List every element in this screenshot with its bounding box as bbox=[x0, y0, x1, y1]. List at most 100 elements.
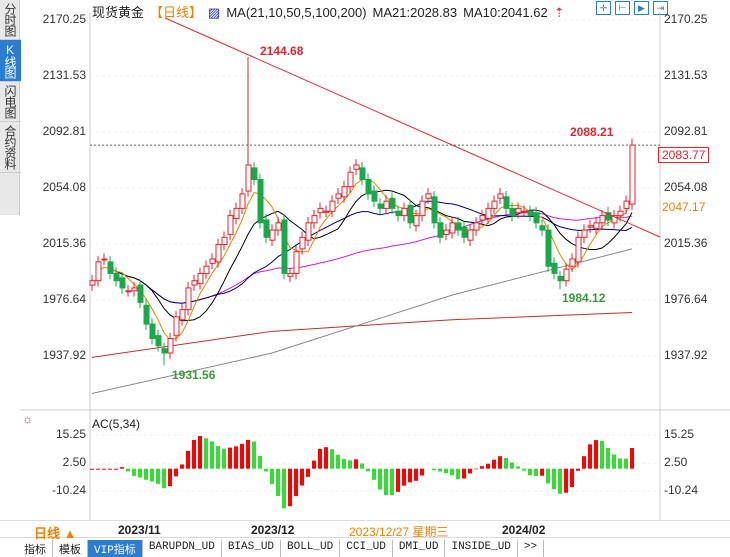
low1-annotation: 1931.56 bbox=[172, 368, 216, 382]
ac-bar bbox=[468, 468, 472, 474]
low2-annotation: 1984.12 bbox=[562, 291, 606, 305]
ac-bar bbox=[210, 441, 214, 469]
ac-bar bbox=[336, 454, 340, 469]
ac-bar bbox=[258, 455, 262, 469]
candle-body bbox=[323, 210, 330, 213]
ac-bar bbox=[546, 468, 550, 484]
candle-body bbox=[401, 207, 408, 217]
ac-bar bbox=[570, 468, 574, 488]
tab-kline[interactable]: K线图 bbox=[0, 40, 21, 82]
candle-body bbox=[269, 229, 276, 241]
scroll-icon[interactable]: ▶ bbox=[634, 1, 649, 15]
ac-bar bbox=[96, 468, 100, 470]
period-toggle[interactable]: 日线 ▲ bbox=[34, 526, 77, 541]
ac-bar bbox=[120, 467, 124, 469]
candle-body bbox=[305, 222, 312, 241]
tab-dmi[interactable]: DMI_UD bbox=[392, 540, 446, 557]
ac-bar bbox=[594, 440, 598, 469]
time-axis: 日线 ▲ 2023/11 2023/12 2023/12/27 星期三 2024… bbox=[0, 520, 730, 541]
tab-inside[interactable]: INSIDE_UD bbox=[445, 540, 518, 557]
ac-bar bbox=[312, 460, 316, 469]
tab-bias[interactable]: BIAS_UD bbox=[221, 540, 282, 557]
candle-body bbox=[539, 225, 546, 231]
ac-bar bbox=[156, 468, 160, 484]
candle-body bbox=[389, 197, 396, 209]
candle-body bbox=[119, 277, 126, 289]
ac-bar bbox=[438, 468, 442, 472]
tab-barupdn[interactable]: BARUPDN_UD bbox=[142, 540, 222, 557]
candle-body bbox=[281, 219, 288, 274]
tab-timeshare[interactable]: 分时图 bbox=[0, 0, 21, 40]
current-price-tag: 2083.77 bbox=[658, 147, 710, 163]
arrow-up-icon[interactable]: ⇡ bbox=[553, 5, 565, 20]
tab-boll[interactable]: BOLL_UD bbox=[281, 540, 341, 557]
candle-body bbox=[377, 203, 384, 209]
candle-body bbox=[461, 226, 468, 238]
tab-vip[interactable]: VIP指标 bbox=[88, 540, 143, 557]
candle-body bbox=[173, 316, 180, 337]
candle-body bbox=[341, 186, 348, 198]
ac-bar bbox=[108, 468, 112, 470]
candle-body bbox=[431, 196, 438, 224]
x-label-feb: 2024/02 bbox=[502, 523, 546, 537]
candle-body bbox=[581, 229, 588, 238]
candle-body bbox=[191, 280, 198, 286]
ac-bar bbox=[504, 457, 508, 469]
ac-bar bbox=[174, 468, 178, 477]
tab-template[interactable]: 模板 bbox=[53, 540, 88, 557]
price-axis-label: 1976.64 bbox=[42, 292, 86, 307]
tab-more[interactable]: >> bbox=[517, 540, 545, 557]
ac-bar bbox=[456, 468, 460, 480]
ac-bar bbox=[564, 468, 568, 493]
tab-indicator[interactable]: 指标 bbox=[18, 540, 53, 557]
zoom-range-icon[interactable]: ⊢ bbox=[615, 1, 630, 15]
ac-bar bbox=[582, 456, 586, 469]
ac-bar bbox=[330, 449, 334, 469]
candle-body bbox=[263, 219, 270, 238]
ac-bar bbox=[216, 446, 220, 469]
candle-body bbox=[95, 261, 102, 282]
ac-bar bbox=[612, 454, 616, 469]
candle-body bbox=[557, 275, 564, 282]
ac-bar bbox=[306, 468, 310, 477]
tab-flash[interactable]: 闪电图 bbox=[0, 82, 21, 122]
candle-body bbox=[455, 222, 462, 231]
candle-body bbox=[485, 207, 492, 220]
ma-chart-icon[interactable]: ▨ bbox=[208, 5, 221, 20]
candle-body bbox=[629, 144, 636, 205]
candle-body bbox=[515, 207, 522, 214]
candle-body bbox=[311, 215, 318, 224]
candle-body bbox=[221, 236, 228, 246]
candle-body bbox=[179, 309, 186, 321]
tab-contract-info[interactable]: 合约资料 bbox=[0, 122, 21, 173]
ac-bar bbox=[480, 466, 484, 469]
indicator-axis-label: 15.25 bbox=[55, 427, 86, 442]
ac-bar bbox=[318, 448, 322, 469]
price-axis-label: 2131.53 bbox=[42, 68, 86, 82]
price-axis-label: 2131.53 bbox=[664, 68, 708, 82]
price-axis-label: 1976.64 bbox=[664, 292, 708, 307]
crosshair-icon[interactable]: ✛ bbox=[596, 1, 611, 15]
ac-bar bbox=[138, 468, 142, 478]
candle-body bbox=[209, 258, 216, 264]
candle-body bbox=[107, 261, 114, 274]
candle-body bbox=[467, 229, 474, 241]
candle-body bbox=[131, 287, 138, 292]
candle-body bbox=[227, 215, 234, 235]
ac-bar bbox=[600, 440, 604, 469]
goto-end-icon[interactable]: ⇥ bbox=[653, 1, 668, 15]
candle-body bbox=[185, 287, 192, 311]
candle-body bbox=[527, 210, 534, 217]
candle-body bbox=[245, 164, 252, 192]
ac-bar bbox=[294, 468, 298, 497]
tab-cci[interactable]: CCI_UD bbox=[340, 540, 393, 557]
candle-body bbox=[491, 200, 498, 209]
ac-bar bbox=[168, 468, 172, 487]
candle-body bbox=[353, 164, 360, 170]
settings-sun-icon[interactable]: ☼ bbox=[22, 412, 33, 426]
ac-bar bbox=[534, 468, 538, 477]
ac-bar bbox=[132, 468, 136, 476]
kline-chart[interactable]: 2144.68 1931.56 1984.12 2088.21 bbox=[0, 0, 730, 520]
candle-body bbox=[443, 229, 450, 235]
ac-bar bbox=[342, 459, 346, 469]
